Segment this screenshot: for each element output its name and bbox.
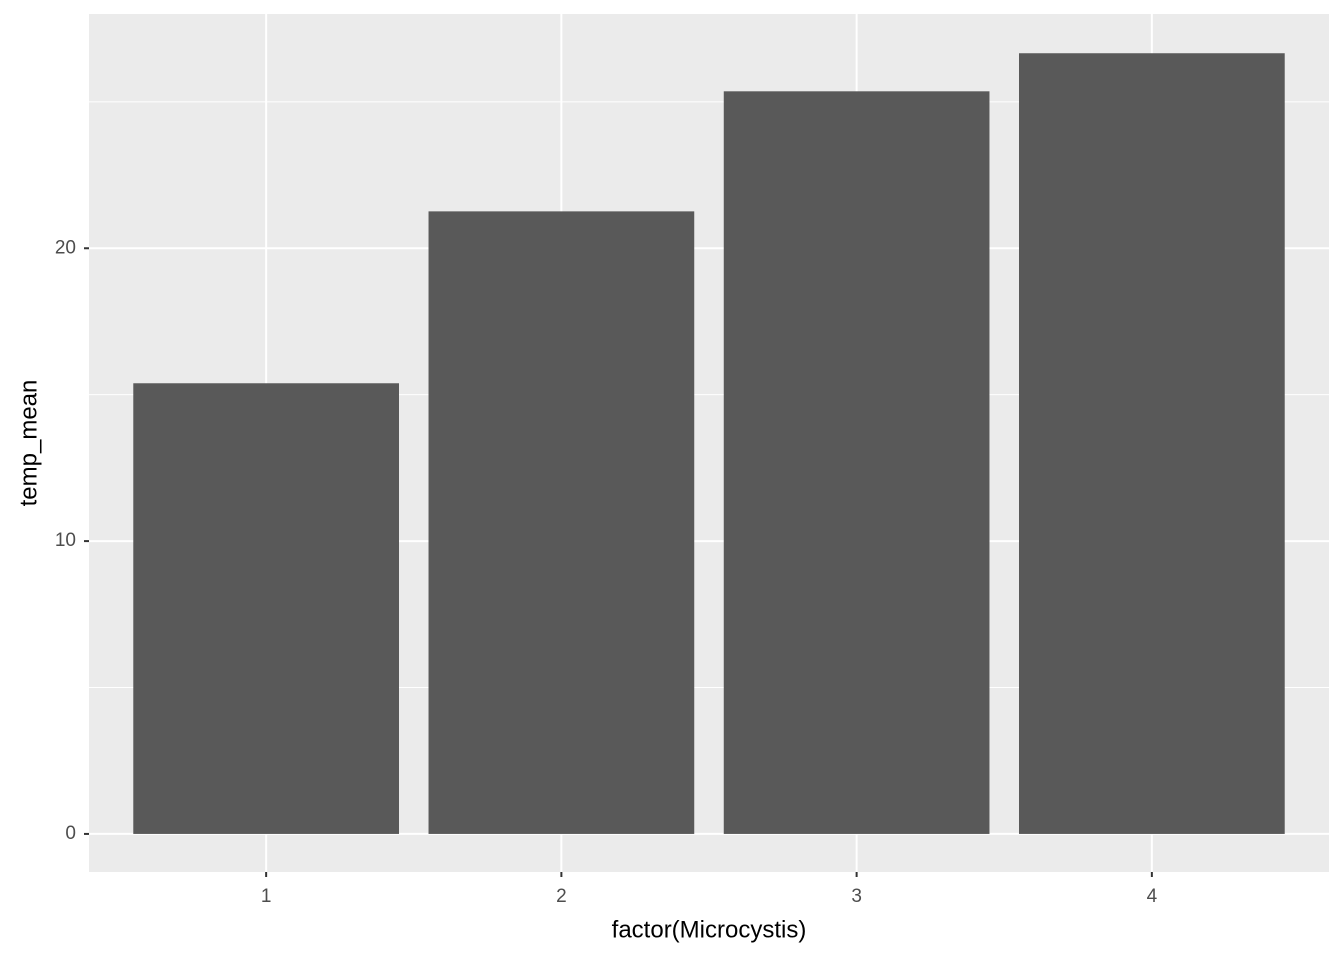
y-tick-label: 10 [55,530,76,551]
bar [1019,53,1285,834]
x-tick-label: 1 [261,886,272,907]
bar [723,91,990,834]
x-tick-label: 3 [851,886,862,907]
y-tick-label: 20 [55,237,76,258]
x-axis-title: factor(Microcystis) [612,916,807,943]
x-tick-label: 4 [1147,886,1158,907]
y-axis-title: temp_mean [15,380,42,507]
x-tick-label: 2 [556,886,567,907]
bar [428,211,695,834]
y-tick-label: 0 [65,823,76,844]
bar [133,383,400,834]
